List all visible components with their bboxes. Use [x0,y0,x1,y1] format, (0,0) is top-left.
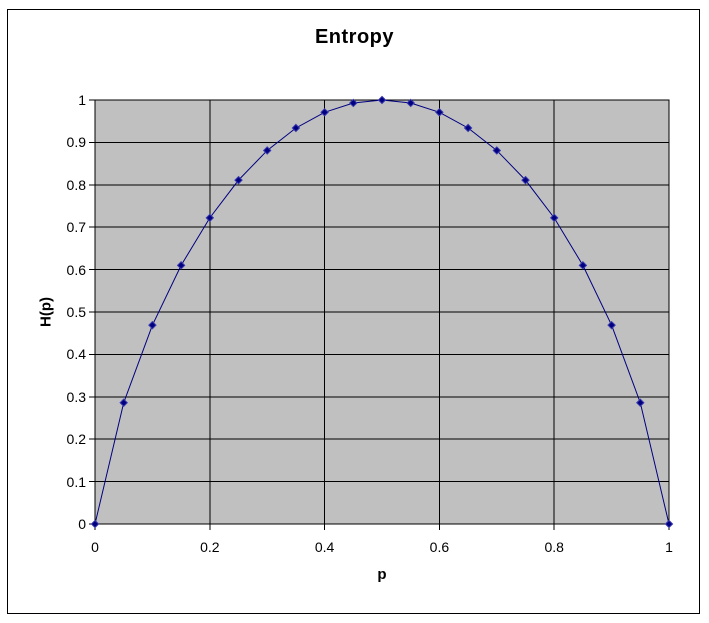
data-point-marker [521,175,530,185]
data-point-marker [463,123,473,133]
data-point-marker [435,107,444,117]
data-point-marker [90,519,100,529]
data-point-marker [320,107,329,117]
data-point-marker [406,98,416,108]
y-tick-label-0.1: 0.1 [66,473,86,490]
x-tick-label-0.6: 0.6 [429,539,450,555]
y-tick-label-0.9: 0.9 [66,134,86,151]
data-point-marker [377,95,387,105]
x-tick-label-0.4: 0.4 [314,539,335,555]
data-point-marker [119,398,129,408]
data-point-marker [176,261,186,270]
x-axis-title: p [377,566,387,583]
data-point-marker [148,320,157,330]
x-tick-label-1.0: 1 [665,539,673,555]
y-tick-label-0.8: 0.8 [66,176,86,193]
data-point-marker [291,123,301,133]
data-point-marker [492,146,502,155]
data-point-marker [549,213,559,223]
data-point-marker [262,146,272,155]
y-tick-label-0.3: 0.3 [66,388,86,405]
x-tick-label-0.0: 0 [91,539,99,555]
data-point-marker [578,261,588,270]
y-tick-label-0.0: 0 [78,516,86,532]
chart-title: Entropy [314,26,395,48]
x-tick-label-0.8: 0.8 [544,539,564,555]
plot-area [89,95,674,530]
y-tick-label-1.0: 1 [78,92,86,108]
data-point-marker [234,175,243,185]
data-point-marker [348,98,358,108]
y-tick-label-0.6: 0.6 [66,261,86,278]
data-point-marker [635,398,645,408]
y-tick-label-0.5: 0.5 [66,304,86,320]
y-tick-label-0.4: 0.4 [66,346,86,363]
x-tick-label-0.2: 0.2 [200,539,220,555]
figure-border [7,9,700,614]
data-point-marker [205,213,215,223]
y-tick-label-0.2: 0.2 [66,431,86,448]
data-point-marker [607,320,616,330]
y-tick-label-0.7: 0.7 [66,219,86,236]
data-point-marker [664,519,674,529]
